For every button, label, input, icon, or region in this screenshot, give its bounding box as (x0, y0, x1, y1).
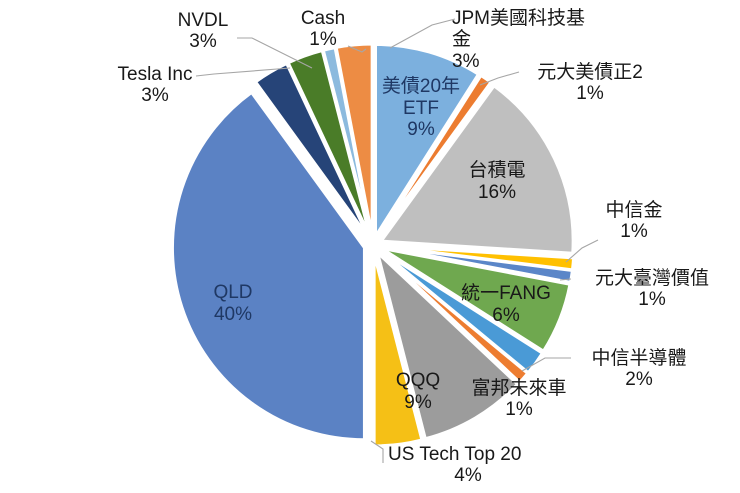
label-jpm-name2: 金 (452, 29, 472, 51)
label-fubon-future-car: 富邦未來車 1% (452, 378, 586, 421)
label-yuanta-tw-value-pct: 1% (638, 289, 666, 311)
label-yuanta-tw-value: 元大臺灣價值 1% (576, 268, 728, 311)
label-tesla-pct: 3% (141, 85, 169, 107)
slice-tong-fang[interactable] (380, 246, 572, 354)
label-tsmc-name: 台積電 (468, 160, 526, 181)
leader-tesla (195, 67, 291, 77)
label-ctbc-financial-name: 中信金 (605, 200, 663, 221)
label-cash-pct: 1% (309, 29, 337, 51)
label-tesla: Tesla Inc 3% (110, 64, 200, 107)
label-nvdl-pct: 3% (189, 31, 217, 53)
label-fubon-future-car-pct: 1% (505, 399, 533, 421)
label-tong-fang: 統一FANG 6% (452, 283, 560, 326)
label-ctbc-semiconductor-pct: 2% (625, 369, 653, 391)
leader-yuanta-bond2x (479, 71, 520, 86)
label-bond20-etf-pct: 9% (407, 119, 435, 141)
label-ctbc-financial-pct: 1% (620, 221, 648, 243)
label-bond20-etf-name: 美債20年 (381, 76, 461, 97)
label-cash-name: Cash (300, 8, 346, 29)
label-ctbc-financial: 中信金 1% (592, 200, 676, 243)
leader-cash (347, 45, 367, 53)
label-cash: Cash 1% (290, 8, 356, 51)
label-ctbc-semiconductor-name: 中信半導體 (591, 348, 687, 369)
label-tsmc: 台積電 16% (452, 160, 542, 203)
label-ctbc-semiconductor: 中信半導體 2% (572, 348, 706, 391)
slice-fubon-future-car[interactable] (378, 249, 530, 385)
leader-lines (195, 18, 599, 463)
leader-nvdl (237, 37, 313, 69)
slice-yuanta-bond2x[interactable] (376, 73, 494, 239)
label-us-tech-top-20-name: US Tech Top 20 (388, 444, 522, 465)
slice-jpm-us-tech-fund[interactable] (334, 42, 374, 237)
label-yuanta-tw-value-name: 元大臺灣價值 (594, 268, 709, 289)
label-tong-fang-name: 統一FANG (461, 283, 551, 304)
slice-tesla[interactable] (253, 61, 370, 239)
leader-us-tech-top-20 (370, 440, 384, 463)
label-us-tech-top-20-pct: 4% (454, 465, 482, 487)
leader-ctbc-semiconductor (521, 357, 571, 372)
label-jpm-pct: 3% (452, 50, 480, 72)
label-qqq-name: QQQ (395, 370, 441, 391)
label-nvdl-name: NVDL (177, 10, 229, 31)
label-jpm-name: JPM美國科技基 (452, 8, 586, 29)
slice-bond20-etf[interactable] (374, 42, 481, 242)
label-bond20-etf-name2: ETF (403, 97, 439, 119)
label-jpm-us-tech-fund: JPM美國科技基 金 3% (452, 8, 602, 72)
label-qqq: QQQ 9% (382, 370, 454, 413)
label-yuanta-bond2x: 元大美債正2 1% (520, 62, 660, 105)
slice-us-tech-top-20[interactable] (372, 253, 424, 448)
label-fubon-future-car-name: 富邦未來車 (471, 378, 567, 399)
label-qld: QLD 40% (197, 282, 269, 325)
label-tesla-name: Tesla Inc (117, 64, 193, 85)
label-yuanta-bond2x-pct: 1% (576, 83, 604, 105)
label-us-tech-top-20: US Tech Top 20 4% (388, 444, 548, 487)
label-qqq-pct: 9% (404, 391, 432, 413)
slice-qld[interactable] (170, 90, 366, 442)
label-bond20-etf: 美債20年 ETF 9% (373, 76, 469, 141)
slice-tsmc[interactable] (378, 83, 575, 255)
leader-jpm (389, 18, 456, 49)
leader-yuanta-tw-value (559, 278, 572, 281)
label-qld-pct: 40% (213, 303, 253, 325)
label-qld-name: QLD (213, 282, 253, 303)
label-tsmc-pct: 16% (477, 181, 517, 203)
label-yuanta-bond2x-name: 元大美債正2 (537, 62, 643, 83)
slice-yuanta-tw-value[interactable] (381, 244, 575, 285)
label-tong-fang-pct: 6% (492, 304, 520, 326)
label-nvdl: NVDL 3% (168, 10, 238, 53)
pie-slices (170, 42, 576, 448)
leader-ctbc-financial (565, 239, 599, 263)
